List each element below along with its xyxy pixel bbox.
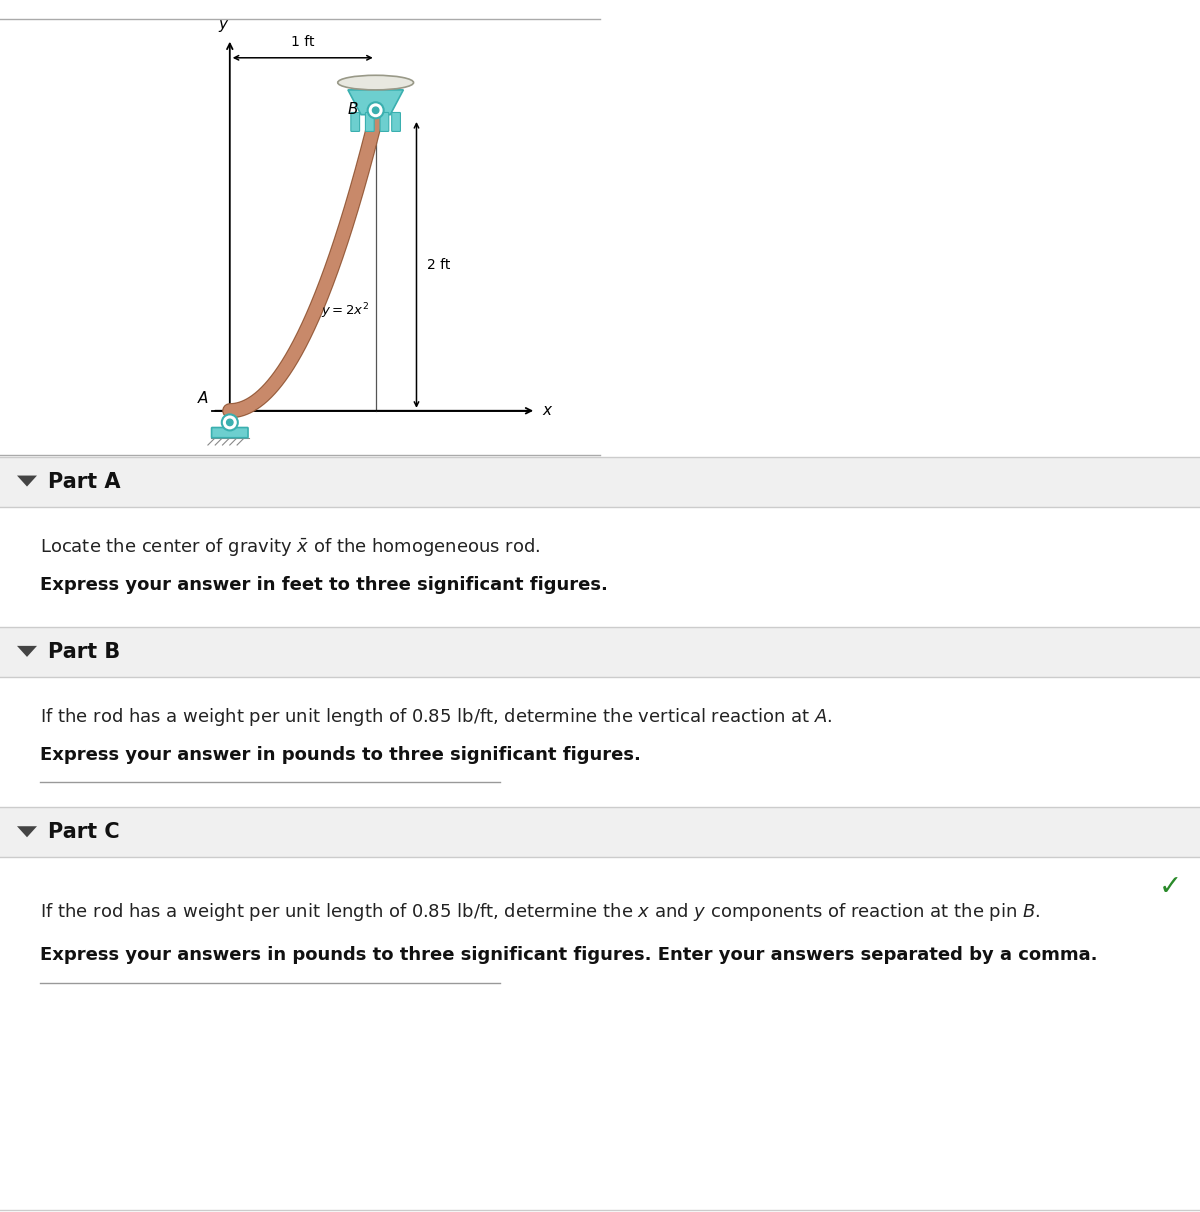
Bar (0, 457, 1200, 507)
Text: Express your answer in feet to three significant figures.: Express your answer in feet to three sig… (40, 576, 608, 594)
Text: 2 ft: 2 ft (427, 258, 450, 271)
Text: Express your answers in pounds to three significant figures. Enter your answers : Express your answers in pounds to three … (40, 947, 1098, 965)
Polygon shape (348, 90, 403, 115)
Text: $-y = 2x^2$: $-y = 2x^2$ (310, 302, 368, 321)
FancyBboxPatch shape (380, 113, 389, 131)
Text: If the rod has a weight per unit length of 0.85 $\mathregular{lb/ft}$, determine: If the rod has a weight per unit length … (40, 902, 1040, 924)
Circle shape (372, 107, 379, 114)
Text: Part A: Part A (48, 471, 120, 492)
Text: 1 ft: 1 ft (290, 35, 314, 48)
Ellipse shape (337, 75, 414, 90)
FancyBboxPatch shape (211, 428, 248, 438)
Text: Part C: Part C (48, 822, 120, 842)
Text: Part B: Part B (48, 642, 120, 662)
Polygon shape (17, 827, 37, 837)
FancyBboxPatch shape (391, 113, 401, 131)
Polygon shape (17, 475, 37, 486)
Polygon shape (17, 646, 37, 657)
Bar (0, 807, 1200, 857)
Circle shape (222, 415, 238, 430)
Text: $A$: $A$ (197, 390, 209, 406)
Text: $B$: $B$ (347, 101, 358, 116)
FancyBboxPatch shape (366, 113, 374, 131)
Bar (0, 627, 1200, 678)
Text: If the rod has a weight per unit length of 0.85 $\mathregular{lb/ft}$, determine: If the rod has a weight per unit length … (40, 707, 833, 728)
Circle shape (227, 419, 233, 425)
Circle shape (367, 102, 384, 119)
Text: Locate the center of gravity $\bar{x}$ of the homogeneous rod.: Locate the center of gravity $\bar{x}$ o… (40, 536, 540, 558)
Text: ✓: ✓ (1158, 874, 1182, 902)
Text: $y$: $y$ (218, 18, 229, 34)
Text: $x$: $x$ (542, 404, 553, 418)
Text: Express your answer in pounds to three significant figures.: Express your answer in pounds to three s… (40, 747, 641, 764)
FancyBboxPatch shape (350, 113, 360, 131)
